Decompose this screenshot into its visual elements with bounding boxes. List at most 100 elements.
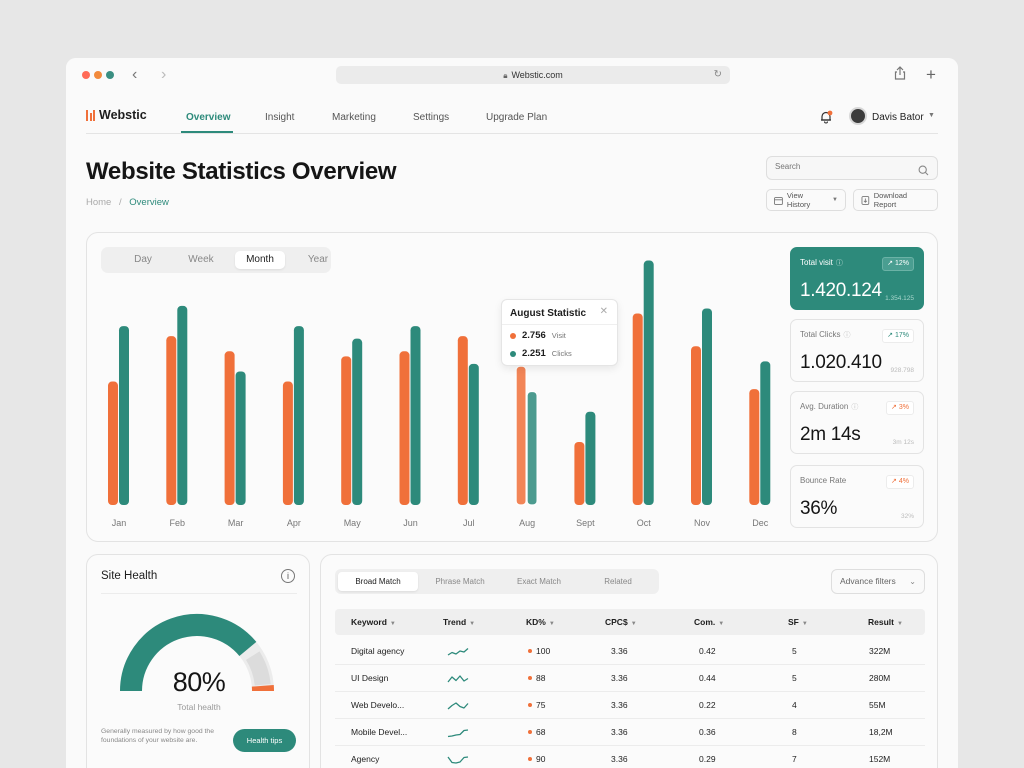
bar-visit-sept[interactable] xyxy=(574,442,585,505)
bar-clicks-sept[interactable] xyxy=(585,411,596,505)
bar-clicks-jan[interactable] xyxy=(119,326,129,505)
trend-up-icon: ↗ xyxy=(887,260,893,267)
bar-clicks-jun[interactable] xyxy=(410,326,421,505)
match-tab-related[interactable]: Related xyxy=(604,577,632,586)
bar-clicks-nov[interactable] xyxy=(702,308,712,505)
share-icon[interactable] xyxy=(894,66,906,84)
trend-up-badge: ↗ 4% xyxy=(886,475,914,489)
bar-visit-feb[interactable] xyxy=(166,336,177,505)
download-report-button[interactable]: Download Report xyxy=(853,189,938,211)
column-header-keyword[interactable]: Keyword ▼ xyxy=(351,617,396,627)
maximize-window-dot[interactable] xyxy=(106,71,114,79)
search-input[interactable] xyxy=(775,162,915,171)
table-row[interactable]: UI Design 88 3.36 0.44 5 280M xyxy=(335,665,925,692)
health-percent: 80% xyxy=(172,667,226,697)
bar-visit-aug[interactable] xyxy=(515,365,527,506)
bar-clicks-may[interactable] xyxy=(352,338,363,505)
column-header-sf[interactable]: SF ▼ xyxy=(788,617,808,627)
period-tab-month[interactable]: Month xyxy=(235,251,285,269)
period-tab-week[interactable]: Week xyxy=(188,254,214,265)
x-axis-label: Jul xyxy=(463,518,475,528)
kpi-avg-duration[interactable]: Avg. Duration ⓘ ↗ 3% 2m 14s 3m 12s xyxy=(790,391,924,454)
result-cell: 152M xyxy=(869,754,891,764)
bar-visit-jun[interactable] xyxy=(399,351,410,505)
nav-tab-upgrade-plan[interactable]: Upgrade Plan xyxy=(486,112,548,123)
match-tab-phrase[interactable]: Phrase Match xyxy=(435,577,485,586)
column-header-kd[interactable]: KD% ▼ xyxy=(526,617,555,627)
browser-window: ‹ › 🔒︎ Webstic.com ↻ + Webstic Overview I… xyxy=(66,58,958,768)
bar-clicks-mar[interactable] xyxy=(235,371,246,505)
bar-clicks-apr[interactable] xyxy=(293,326,304,505)
column-header-trend[interactable]: Trend ▼ xyxy=(443,617,476,627)
match-tab-broad[interactable]: Broad Match xyxy=(338,572,418,591)
chevron-down-icon[interactable]: ▼ xyxy=(928,112,935,119)
bar-visit-mar[interactable] xyxy=(224,351,235,505)
minimize-window-dot[interactable] xyxy=(94,71,102,79)
avatar[interactable] xyxy=(849,107,867,125)
result-cell: 55M xyxy=(869,700,886,710)
column-header-cpc[interactable]: CPC$ ▼ xyxy=(605,617,637,627)
match-tab-exact[interactable]: Exact Match xyxy=(516,577,561,586)
tooltip-visit-row: 2.756 Visit xyxy=(510,330,566,341)
column-header-com[interactable]: Com. ▼ xyxy=(694,617,725,627)
address-bar[interactable]: 🔒︎ Webstic.com ↻ xyxy=(336,66,730,84)
period-tab-day[interactable]: Day xyxy=(134,254,152,265)
bar-visit-jan[interactable] xyxy=(108,381,118,505)
kpi-label: Avg. Duration ⓘ xyxy=(800,402,859,411)
close-icon[interactable]: ✕ xyxy=(599,306,608,317)
table-row[interactable]: Agency 90 3.36 0.29 7 152M xyxy=(335,746,925,768)
kpi-previous: 32% xyxy=(900,513,914,520)
keyword-cell: UI Design xyxy=(351,673,389,683)
bar-clicks-oct[interactable] xyxy=(643,260,654,505)
bar-clicks-jul[interactable] xyxy=(468,363,479,505)
active-tab-indicator xyxy=(181,131,233,133)
breadcrumb-home[interactable]: Home xyxy=(86,197,112,208)
back-arrow-icon[interactable]: ‹ xyxy=(132,66,138,83)
advance-filters-dropdown[interactable]: Advance filters ⌄ xyxy=(831,569,925,594)
forward-arrow-icon[interactable]: › xyxy=(161,66,167,83)
kpi-bounce-rate[interactable]: Bounce Rate ↗ 4% 36% 32% xyxy=(790,465,924,528)
table-row[interactable]: Mobile Devel... 68 3.36 0.36 8 18,2M xyxy=(335,719,925,746)
bar-visit-dec[interactable] xyxy=(749,389,760,505)
bar-visit-apr[interactable] xyxy=(282,381,293,505)
kpi-total-visit[interactable]: Total visit ⓘ ↗ 12% 1.420.124 1.354.125 xyxy=(790,247,924,310)
bar-visit-jul[interactable] xyxy=(457,336,468,505)
tooltip-divider xyxy=(502,324,617,325)
health-tips-button[interactable]: Health tips xyxy=(233,729,296,752)
kpi-total-clicks[interactable]: Total Clicks ⓘ ↗ 17% 1.020.410 928.798 xyxy=(790,319,924,382)
bar-clicks-feb[interactable] xyxy=(177,305,188,505)
nav-tab-insight[interactable]: Insight xyxy=(265,112,295,123)
bar-visit-may[interactable] xyxy=(341,356,352,505)
new-tab-icon[interactable]: + xyxy=(926,65,936,84)
cpc-cell: 3.36 xyxy=(611,646,628,656)
health-note: Generally measured by how good the found… xyxy=(101,728,214,744)
logo[interactable]: Webstic xyxy=(86,108,147,122)
tooltip-title: August Statistic xyxy=(510,308,587,319)
search-icon[interactable] xyxy=(918,163,929,181)
bar-visit-oct[interactable] xyxy=(632,313,643,505)
browser-toolbar: ‹ › 🔒︎ Webstic.com ↻ + xyxy=(66,58,958,94)
bell-icon[interactable] xyxy=(819,110,833,124)
x-axis-label: Apr xyxy=(287,518,301,528)
view-history-button[interactable]: View History ▼ xyxy=(766,189,846,211)
nav-tab-overview[interactable]: Overview xyxy=(186,112,231,123)
period-tab-year[interactable]: Year xyxy=(307,254,329,265)
nav-tab-marketing[interactable]: Marketing xyxy=(332,112,376,123)
table-row[interactable]: Web Develo... 75 3.36 0.22 4 55M xyxy=(335,692,925,719)
logo-bars-icon xyxy=(86,109,95,121)
sparkline-path xyxy=(447,729,469,738)
gauge-segment-light xyxy=(245,651,271,686)
nav-tab-settings[interactable]: Settings xyxy=(413,112,450,123)
info-icon[interactable]: i xyxy=(281,569,295,583)
close-window-dot[interactable] xyxy=(82,71,90,79)
bar-clicks-aug[interactable] xyxy=(526,390,538,506)
kpi-label: Bounce Rate xyxy=(800,476,847,485)
bar-clicks-dec[interactable] xyxy=(760,361,771,505)
bar-visit-nov[interactable] xyxy=(691,346,701,505)
keyword-cell: Mobile Devel... xyxy=(351,727,408,737)
table-row[interactable]: Digital agency 100 3.36 0.42 5 322M xyxy=(335,638,925,665)
user-name[interactable]: Davis Bator xyxy=(872,112,924,123)
column-header-result[interactable]: Result ▼ xyxy=(868,617,903,627)
reload-icon[interactable]: ↻ xyxy=(713,69,722,80)
result-cell: 280M xyxy=(869,673,891,683)
